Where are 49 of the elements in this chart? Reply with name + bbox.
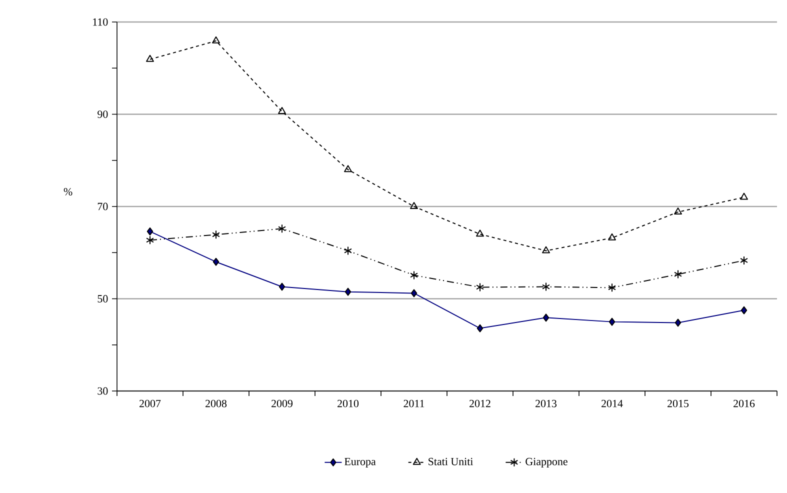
point [278,106,286,114]
point [278,224,286,234]
point [212,230,220,240]
x-tick-label: 2007 [140,400,161,408]
point [476,230,484,237]
legend-label: Giappone [526,458,568,468]
point [542,246,550,254]
point [674,270,682,279]
y-tick-label: 110 [93,18,108,26]
point [410,289,418,298]
y-axis-title: % [64,188,72,196]
point [740,256,748,265]
y-tick-label: 30 [98,387,108,395]
point [674,208,682,215]
y-tick-label: 90 [98,110,108,118]
x-tick-label: 2010 [338,400,359,408]
point [476,324,484,332]
point [542,314,550,322]
x-tick-label: 2012 [470,400,490,408]
point [608,283,616,292]
point [146,236,154,245]
y-tick-label: 50 [98,295,108,302]
point [344,165,352,172]
point [344,288,352,296]
point [542,282,550,292]
legend-label: Stati Uniti [428,458,473,466]
point [410,202,418,209]
point [608,233,616,240]
y-tick-label: 70 [98,202,108,210]
point [608,318,616,326]
point [278,282,286,291]
x-tick-label: 2008 [206,400,227,408]
x-tick-label: 2009 [272,400,293,408]
point [212,36,220,44]
point [146,227,154,236]
x-tick-label: 2013 [536,400,557,408]
point [674,318,682,327]
x-tick-label: 2014 [602,400,623,408]
point [146,54,154,62]
point [476,282,484,292]
legend-label: Europa [344,458,376,468]
x-tick-label: 2016 [734,400,755,408]
x-tick-label: 2011 [404,400,424,408]
point [740,192,748,200]
point [410,270,418,280]
point [740,306,748,314]
point [344,246,352,256]
point [212,258,220,266]
x-tick-label: 2015 [668,400,689,408]
